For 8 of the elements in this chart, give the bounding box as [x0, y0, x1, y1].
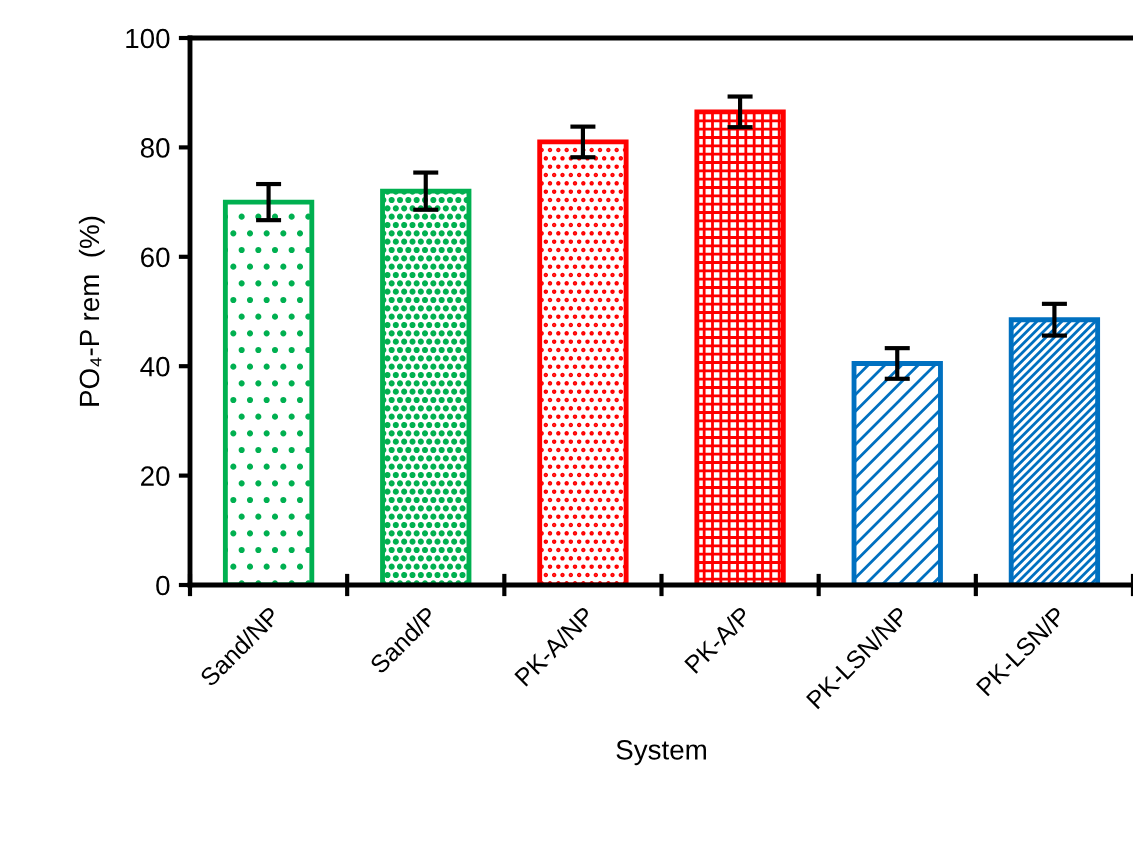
y-tick-label: 20 — [141, 466, 170, 486]
y-tick-label: 0 — [156, 575, 170, 596]
y-tick-label: 80 — [140, 138, 170, 158]
y-tick-label: 60 — [141, 247, 170, 268]
y-tick-label: 100 — [126, 28, 170, 49]
y-tick-label: 40 — [140, 356, 170, 377]
x-axis-title: System — [616, 739, 706, 766]
y-axis-title: PO₄-P rem (%) — [78, 216, 105, 406]
